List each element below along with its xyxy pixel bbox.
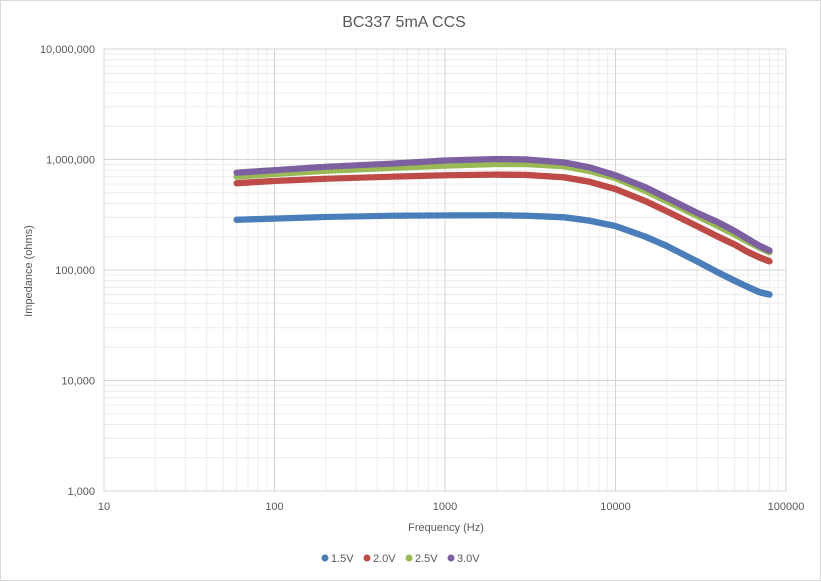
series-1.5V: [233, 212, 773, 298]
y-tick-label: 10,000,000: [40, 44, 95, 56]
tick-layer: 10 100 1000 10000 100000 1,000 10,000 100,000 1,…: [40, 44, 804, 513]
x-axis-title: Frequency (Hz): [408, 522, 484, 534]
legend-marker: [405, 554, 413, 562]
data-layer: [233, 155, 773, 298]
y-tick-label: 1,000,000: [46, 155, 95, 167]
series-2.0V: [233, 171, 773, 265]
legend-label: 3.0V: [457, 553, 480, 565]
legend-marker: [447, 554, 455, 562]
grid-layer: [103, 48, 787, 492]
series-3.0V: [233, 155, 773, 254]
legend-marker: [321, 554, 329, 562]
x-tick-label: 100: [265, 501, 283, 513]
y-tick-label: 1,000: [67, 486, 95, 498]
legend-label: 2.5V: [415, 553, 438, 565]
legend-label: 2.0V: [373, 553, 396, 565]
y-tick-label: 10,000: [61, 376, 95, 388]
x-tick-label: 10: [98, 501, 110, 513]
legend: 1.5V 2.0V 2.5V 3.0V: [321, 553, 480, 565]
legend-label: 1.5V: [331, 553, 354, 565]
data-point: [766, 291, 773, 298]
x-tick-label: 1000: [433, 501, 457, 513]
chart-title: BC337 5mA CCS: [342, 14, 466, 31]
x-tick-label: 100000: [768, 501, 805, 513]
data-point: [766, 258, 773, 265]
y-axis-title: Impedance (ohms): [23, 225, 35, 317]
data-point: [766, 247, 773, 254]
legend-marker: [363, 554, 371, 562]
y-tick-label: 100,000: [55, 265, 95, 277]
x-tick-label: 10000: [600, 501, 631, 513]
